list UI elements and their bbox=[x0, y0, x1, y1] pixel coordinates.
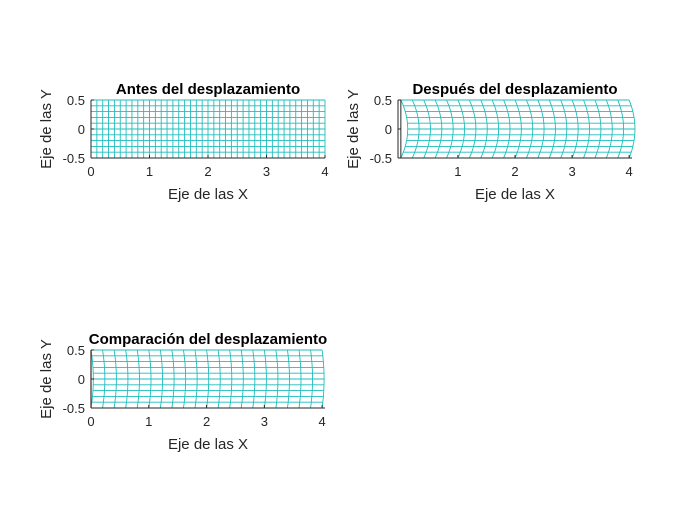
x-tick-label: 1 bbox=[145, 414, 152, 429]
y-axis-label: Eje de las Y bbox=[38, 89, 55, 169]
mesh-grid bbox=[90, 349, 325, 409]
x-tick-label: 0 bbox=[87, 414, 94, 429]
y-tick-label: 0 bbox=[78, 372, 85, 387]
x-tick-label: 3 bbox=[568, 164, 575, 179]
chart-title: Comparación del desplazamiento bbox=[89, 331, 327, 348]
y-axis-label: Eje de las Y bbox=[345, 89, 362, 169]
mesh-grid bbox=[90, 99, 326, 159]
y-axis-label: Eje de las Y bbox=[38, 339, 55, 419]
x-tick-label: 4 bbox=[626, 164, 633, 179]
chart-panel-2: 1 2 3 4 0.5 0 -0.5 Después del desplazamiento Ej… bbox=[345, 81, 636, 203]
x-axis-label: Eje de las X bbox=[168, 436, 248, 453]
x-tick-label: 2 bbox=[204, 164, 211, 179]
mesh-column-line bbox=[400, 99, 409, 159]
mesh-grid bbox=[400, 99, 636, 159]
x-axis-label: Eje de las X bbox=[168, 186, 248, 203]
x-tick-label: 0 bbox=[87, 164, 94, 179]
y-tick-label: -0.5 bbox=[370, 151, 392, 166]
chart-title: Antes del desplazamiento bbox=[116, 81, 300, 98]
x-tick-label: 1 bbox=[454, 164, 461, 179]
y-tick-label: 0 bbox=[78, 122, 85, 137]
y-tick-label: -0.5 bbox=[63, 151, 85, 166]
x-tick-label: 1 bbox=[146, 164, 153, 179]
y-tick-label: 0.5 bbox=[374, 93, 392, 108]
x-tick-label: 2 bbox=[203, 414, 210, 429]
x-tick-label: 4 bbox=[321, 164, 328, 179]
chart-title: Después del desplazamiento bbox=[412, 81, 617, 98]
x-axis-label: Eje de las X bbox=[475, 186, 555, 203]
x-tick-label: 3 bbox=[261, 414, 268, 429]
y-tick-label: 0.5 bbox=[67, 343, 85, 358]
x-tick-label: 4 bbox=[318, 414, 325, 429]
y-tick-label: 0 bbox=[385, 122, 392, 137]
x-tick-label: 2 bbox=[511, 164, 518, 179]
y-tick-label: -0.5 bbox=[63, 401, 85, 416]
y-tick-label: 0.5 bbox=[67, 93, 85, 108]
x-tick-label: 3 bbox=[263, 164, 270, 179]
